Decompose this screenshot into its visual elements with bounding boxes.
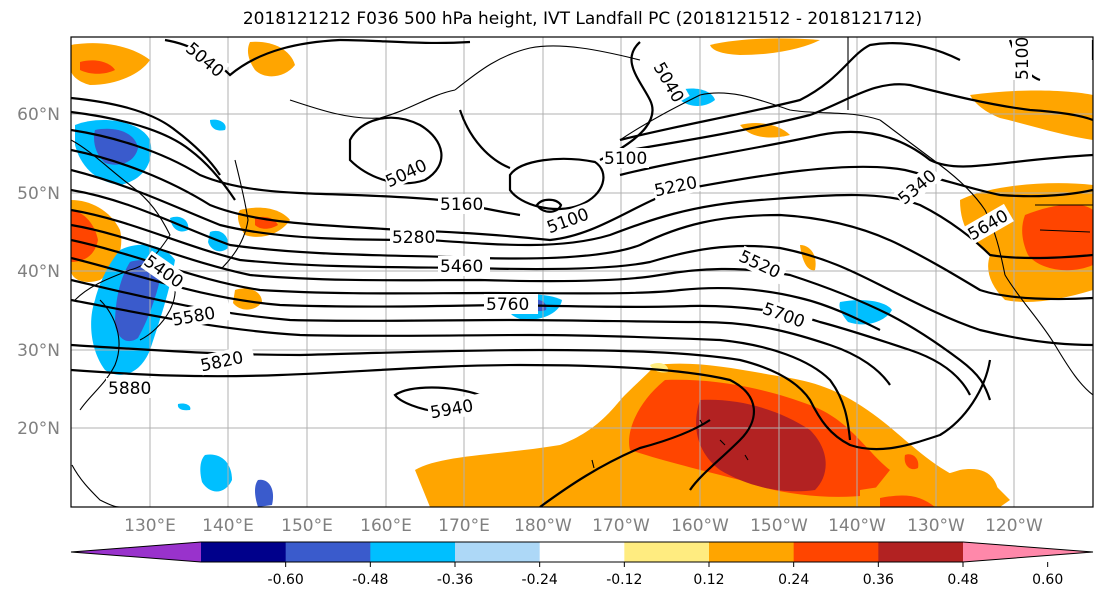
- colorbar-tick-label: -0.24: [522, 572, 558, 588]
- colorbar: -0.60 -0.48 -0.36 -0.24 -0.12 0.12 0.24 0.36 0.4…: [70, 541, 1094, 588]
- colorbar-tick-label: 0.60: [1032, 572, 1063, 588]
- height-contours: [71, 38, 1093, 507]
- colorbar-min-extension: [71, 542, 201, 562]
- colorbar-tick-label: 0.24: [778, 572, 809, 588]
- colorbar-tick-label: 0.48: [947, 572, 978, 588]
- colorbar-segment: [370, 542, 456, 562]
- colorbar-tick-label: -0.48: [352, 572, 388, 588]
- colorbar-segment: [455, 542, 541, 562]
- map-frame: [70, 36, 1094, 508]
- lon-label: 170°E: [438, 516, 490, 536]
- colorbar-outline: [70, 541, 1094, 563]
- lat-label: 40°N: [17, 262, 60, 282]
- contour-label: 5100: [604, 149, 647, 169]
- lon-label: 130°E: [124, 516, 176, 536]
- colorbar-max-extension: [963, 542, 1093, 562]
- lat-label: 20°N: [17, 419, 60, 439]
- lon-label: 160°E: [360, 516, 412, 536]
- lon-label: 160°W: [671, 516, 729, 536]
- contour-label: 5280: [392, 228, 435, 248]
- contour-label: 5100: [1013, 37, 1033, 80]
- latitude-labels: 60°N 50°N 40°N 30°N 20°N: [17, 105, 60, 439]
- contour-label: 5760: [486, 295, 529, 315]
- colorbar-tick-label: -0.60: [268, 572, 304, 588]
- colorbar-segment: [285, 542, 371, 562]
- contour-label: 5160: [440, 195, 483, 215]
- lon-label: 130°W: [907, 516, 965, 536]
- lon-label: 140°W: [828, 516, 886, 536]
- lon-label: 170°W: [592, 516, 650, 536]
- map-title: 2018121212 F036 500 hPa height, IVT Land…: [242, 9, 923, 29]
- colorbar-segment: [878, 542, 964, 562]
- lon-label: 120°W: [985, 516, 1043, 536]
- lon-label: 140°E: [202, 516, 254, 536]
- colorbar-segment: [793, 542, 879, 562]
- colorbar-segment: [201, 542, 287, 562]
- lon-label: 150°W: [750, 516, 808, 536]
- contour-label: 5460: [440, 257, 483, 277]
- colorbar-tick-label: 0.12: [693, 572, 724, 588]
- lon-label: 150°E: [281, 516, 333, 536]
- colorbar-tick-label: 0.36: [863, 572, 894, 588]
- lat-label: 50°N: [17, 184, 60, 204]
- lon-label: 180°W: [514, 516, 572, 536]
- colorbar-tick-label: -0.36: [437, 572, 473, 588]
- contour-label: 5880: [108, 379, 151, 399]
- ivt-positive-shading: [71, 38, 1093, 507]
- colorbar-segment: [624, 542, 710, 562]
- longitude-labels: 130°E 140°E 150°E 160°E 170°E 180°W 170°…: [124, 516, 1043, 536]
- colorbar-segment: [709, 542, 795, 562]
- colorbar-tick-label: -0.12: [606, 572, 642, 588]
- colorbar-segment: [539, 542, 625, 562]
- lat-label: 60°N: [17, 105, 60, 125]
- lat-label: 30°N: [17, 341, 60, 361]
